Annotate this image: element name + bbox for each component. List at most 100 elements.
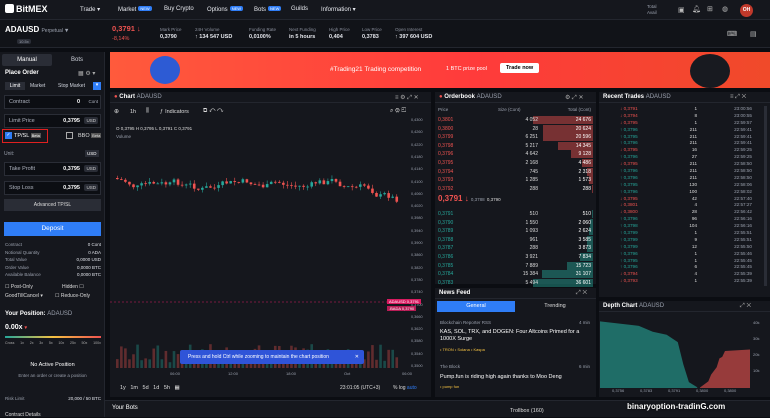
type-stop-market[interactable]: Stop Market <box>58 83 85 89</box>
unit-select[interactable]: USD <box>85 150 99 157</box>
more-types-icon[interactable]: ▾ <box>93 82 101 90</box>
take-profit-input[interactable]: Take Profit 0,3795 USD <box>4 162 101 176</box>
nav-guilds[interactable]: Guilds <box>291 6 309 12</box>
orderbook-row[interactable]: 0,3784 15 384 31 107 <box>438 270 593 279</box>
risk-limit[interactable]: Risk Limit 20,000 / 50 BTC <box>5 396 101 401</box>
orderbook-bids[interactable]: 0,3791 510 510 0,3790 1 550 2 060 0,3789 1 093 2… <box>438 210 593 287</box>
orderbook-row[interactable]: 0,3789 1 093 2 624 <box>438 227 593 236</box>
news-tab-trending[interactable]: Trending <box>544 303 566 309</box>
orderbook-row[interactable]: 0,3795 2 168 4 486 <box>438 158 593 167</box>
type-limit[interactable]: Limit <box>5 82 25 90</box>
tpsl-checkbox[interactable]: ✓ <box>5 132 12 139</box>
orderbook-row[interactable]: 0,3783 5 494 36 601 <box>438 278 593 287</box>
globe-icon[interactable]: ◍ <box>722 6 729 13</box>
news-item-tags[interactable]: • pump fun <box>440 384 460 389</box>
interval-select[interactable]: 1h <box>130 109 137 115</box>
tab-bots[interactable]: Bots <box>70 57 83 63</box>
trollbox-tab[interactable]: Trollbox (160) <box>510 408 544 414</box>
volume-bar <box>375 359 378 368</box>
orderbook-row[interactable]: 0,3794 745 2 318 <box>438 167 593 176</box>
bell-icon[interactable]: 🔔︎ <box>692 6 701 13</box>
trades-scrollbar[interactable] <box>764 106 767 286</box>
candle-body <box>152 181 156 184</box>
bitmex-logo[interactable]: BitMEX <box>5 4 48 14</box>
orderbook-row[interactable]: 0,3799 6 251 20 596 <box>438 133 593 142</box>
orderbook-row[interactable]: 0,3785 7 889 15 723 <box>438 261 593 270</box>
symbol-selector[interactable]: ADAUSD Perpetual ▾ <box>5 25 69 34</box>
depth-chart[interactable] <box>600 314 750 388</box>
nav-options[interactable]: Options NEW <box>207 6 244 13</box>
y-tick-label: 0,3780 <box>411 277 423 282</box>
your-bots-tab[interactable]: Your Bots <box>112 405 138 411</box>
keyboard-icon[interactable]: ⌨ <box>727 31 738 38</box>
reduce-only-checkbox[interactable]: ☐ Reduce-Only <box>55 293 91 299</box>
news-item-headline[interactable]: KAS, SOL, TRX, and DOGEN: Four Altcoins … <box>440 329 580 342</box>
orderbook-row[interactable]: 0,3792 288 288 <box>438 184 593 193</box>
orderbook-asks[interactable]: 0,3801 4 052 24 676 0,3800 28 20 624 0,3799 6 2… <box>438 116 593 193</box>
nav-information[interactable]: Information ▾ <box>321 7 356 13</box>
post-only-checkbox[interactable]: ☐ Post-Only <box>5 284 33 290</box>
advanced-tpsl-button[interactable]: Advanced TP/SL <box>4 199 101 211</box>
contract-details[interactable]: Contract Details <box>5 412 41 418</box>
volume-bar <box>387 349 390 368</box>
orderbook-row[interactable]: 0,3798 5 217 14 345 <box>438 141 593 150</box>
orderbook-row[interactable]: 0,3800 28 20 624 <box>438 124 593 133</box>
candle-body <box>334 179 338 182</box>
orderbook-row[interactable]: 0,3801 4 052 24 676 <box>438 116 593 124</box>
orderbook-row[interactable]: 0,3786 3 921 7 834 <box>438 252 593 261</box>
leverage-marks[interactable]: Cross 1x 2x 3x 5x 10x 25x 50x 100x <box>5 341 101 345</box>
news-item-headline[interactable]: Pump.fun is riding high again thanks to … <box>440 374 562 380</box>
deposit-button[interactable]: Deposit <box>4 222 101 236</box>
volume-bar <box>338 360 342 368</box>
orderbook-row[interactable]: 0,3796 4 642 9 128 <box>438 150 593 159</box>
avatar[interactable]: OH <box>740 4 753 17</box>
recent-trades-list[interactable]: ↓ 0,3791 1 23:00:56 ↓ 0,3794 8 23:00:55 ↓ 0,37… <box>602 106 752 285</box>
news-tab-general[interactable]: General <box>437 301 515 312</box>
trades-window-icons[interactable]: ≡ ⤢ ✕ <box>730 94 747 100</box>
stop-loss-input[interactable]: Stop Loss 0,3795 USD <box>4 181 101 195</box>
candle-body <box>314 182 318 184</box>
orderbook-row[interactable]: 0,3790 1 550 2 060 <box>438 218 593 227</box>
depth-window-icons[interactable]: ⤢ ✕ <box>740 303 752 309</box>
nav-trade[interactable]: Trade ▾ <box>80 7 101 13</box>
gift-icon[interactable]: ⊞ <box>707 6 713 13</box>
nav-market[interactable]: Market NEW <box>118 6 152 13</box>
timeframe-buttons[interactable]: 1y 1m 5d 1d 5h ▦ <box>120 385 180 391</box>
nav-buy-crypto[interactable]: Buy Crypto <box>164 6 194 12</box>
calculator-icon[interactable]: ▦ ⚙ ▾ <box>78 71 96 77</box>
chart-tools-icon[interactable]: ⌕ ⚙ ◰ <box>390 108 407 114</box>
orderbook-row[interactable]: 0,3793 1 285 1 573 <box>438 176 593 185</box>
candlestick-chart[interactable] <box>110 118 407 376</box>
orderbook-row[interactable]: 0,3788 961 3 585 <box>438 235 593 244</box>
chart-clock[interactable]: 23:01:05 (UTC+3) <box>340 385 381 391</box>
indicators-button[interactable]: ƒ Indicators <box>160 109 189 115</box>
candle-body <box>371 188 374 193</box>
promo-banner[interactable] <box>110 52 770 88</box>
limit-price-input[interactable]: Limit Price 0,3795 USD <box>4 114 101 128</box>
share-icon[interactable]: ⧉ ↶ ↷ <box>203 108 224 114</box>
type-market[interactable]: Market <box>30 83 46 89</box>
close-toast-icon[interactable]: ✕ <box>354 354 359 360</box>
wallet-icon[interactable]: ▣ <box>678 7 685 14</box>
chart-window-icons[interactable]: ≡ ⚙ ⤢ ✕ <box>395 95 419 101</box>
tab-manual[interactable]: Manual <box>2 54 52 66</box>
add-icon[interactable]: ⊕ <box>114 109 120 115</box>
scale-toggles[interactable]: % log auto <box>393 385 417 391</box>
chart-y-axis[interactable]: 0,4300 0,4260 0,4220 0,4180 0,4140 0,4100 0,40… <box>408 118 431 376</box>
news-window-icons[interactable]: ⤢ ✕ <box>576 290 588 296</box>
banner-cta-button[interactable]: Trade now <box>500 63 540 73</box>
gtc-select[interactable]: GoodTillCancel ▾ <box>5 293 43 299</box>
layout-icon[interactable]: ▤ <box>750 31 757 38</box>
hidden-checkbox[interactable]: Hidden ☐ <box>62 284 84 290</box>
nav-bots[interactable]: Bots NEW <box>254 6 282 13</box>
orderbook-window-icons[interactable]: ⚙ ⤢ ✕ <box>565 95 584 101</box>
contract-input[interactable]: Contract 0 Cont <box>4 95 101 109</box>
orderbook-row[interactable]: 0,3787 288 3 873 <box>438 244 593 253</box>
candle-type-icon[interactable]: ⫼ <box>146 108 149 114</box>
chart-x-axis[interactable]: 06:00 12:00 18:00 Oct 06:00 <box>110 371 412 379</box>
bbo-checkbox[interactable] <box>66 132 73 139</box>
leverage-slider[interactable] <box>5 336 101 338</box>
news-item-tags[interactable]: • TRON • Solana • Kaspa <box>440 347 485 352</box>
orderbook-row[interactable]: 0,3791 510 510 <box>438 210 593 218</box>
candle-body <box>124 179 127 182</box>
